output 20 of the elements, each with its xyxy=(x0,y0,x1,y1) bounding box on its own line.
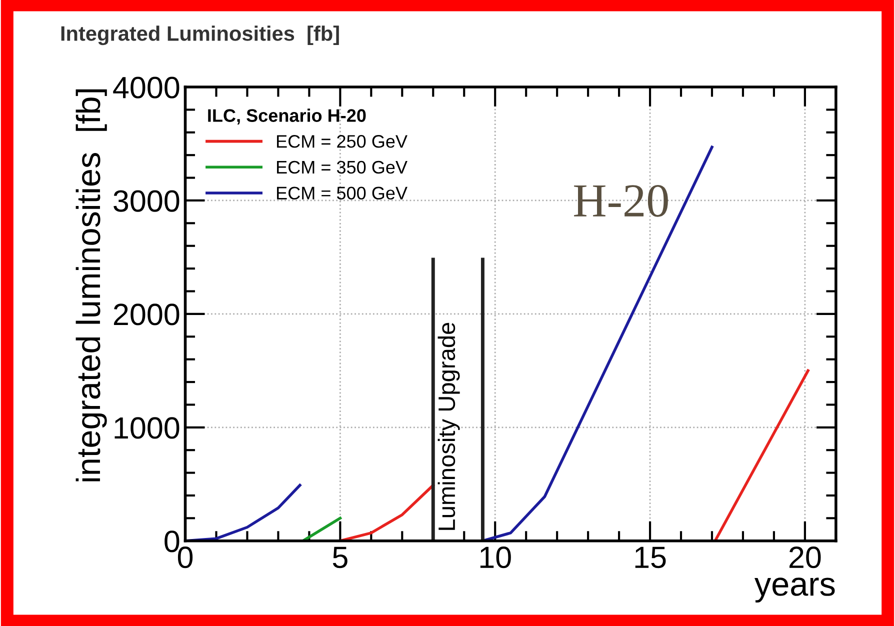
y-tick-label: 4000 xyxy=(113,76,180,98)
y-axis-title: integrated luminosities [fb] xyxy=(76,89,107,482)
legend-label: ECM = 250 GeV xyxy=(277,135,408,148)
x-tick-label: 20 xyxy=(789,546,821,568)
x-tick-label: 10 xyxy=(480,546,511,568)
x-tick-label: 5 xyxy=(332,546,348,568)
y-tick-label: 1000 xyxy=(114,417,180,439)
legend-label: ECM = 500 GeV xyxy=(277,186,408,200)
chart-title: Integrated Luminosities [fb] xyxy=(61,26,339,46)
x-tick-label: 15 xyxy=(635,546,666,568)
y-tick-label: 2000 xyxy=(114,304,180,326)
x-tick-label: 0 xyxy=(178,546,193,568)
y-tick-label: 3000 xyxy=(114,190,180,212)
x-axis-title: years xyxy=(754,578,835,603)
y-tick-label: 0 xyxy=(164,530,180,552)
ref-line-label: Luminosity Upgrade xyxy=(438,322,460,530)
annotation: H-20 xyxy=(574,184,668,217)
legend-title: ILC, Scenario H-20 xyxy=(208,108,366,125)
legend-label: ECM = 350 GeV xyxy=(277,160,408,174)
line-series xyxy=(185,484,302,541)
